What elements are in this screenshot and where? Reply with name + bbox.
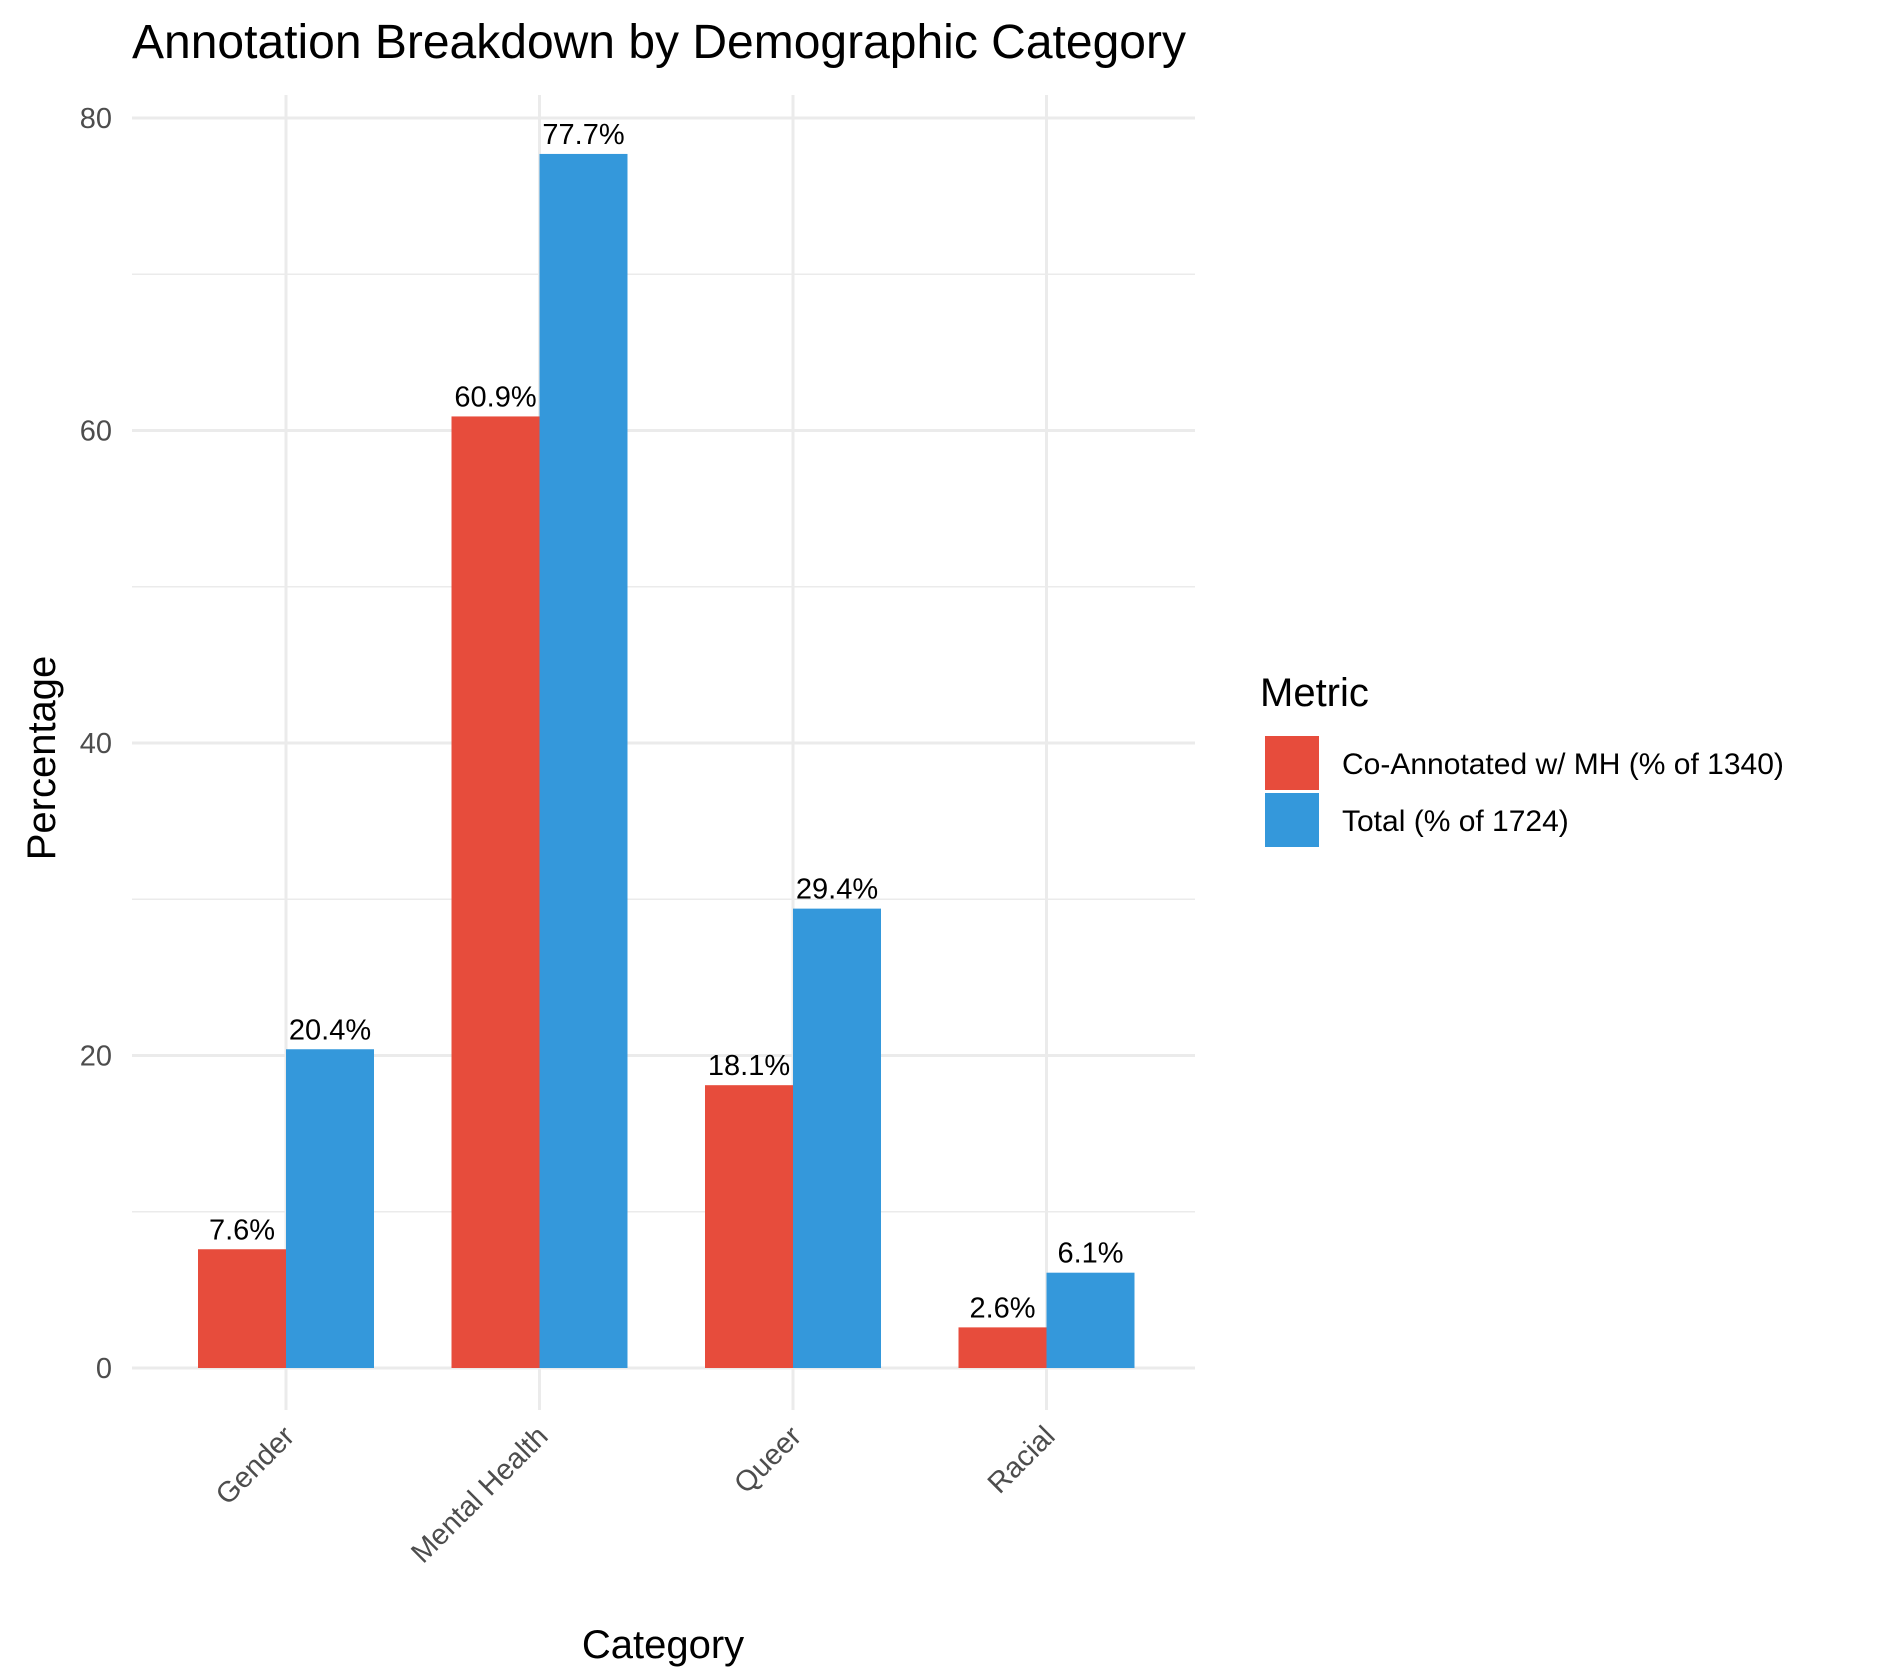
y-tick-label: 0 xyxy=(96,1353,112,1385)
legend-swatch-total-of-1724 xyxy=(1265,793,1319,847)
bar-total-of-1724-racial xyxy=(1046,1272,1135,1368)
data-label: 7.6% xyxy=(209,1214,275,1246)
legend-label: Total (% of 1724) xyxy=(1342,805,1569,838)
bars xyxy=(198,153,1135,1368)
data-label: 2.6% xyxy=(969,1292,1035,1324)
x-tick-label-queer: Queer xyxy=(728,1420,808,1500)
bar-co-annotated-w-mh-of-1340-queer xyxy=(705,1085,793,1368)
data-label: 20.4% xyxy=(289,1014,371,1046)
legend-swatch-co-annotated-w-mh-of-1340 xyxy=(1265,736,1319,790)
legend-items: Co-Annotated w/ MH (% of 1340) Total (% o… xyxy=(1265,736,1784,847)
bar-co-annotated-w-mh-of-1340-racial xyxy=(958,1327,1047,1368)
x-tick-label-racial: Racial xyxy=(982,1420,1062,1500)
chart-title: Annotation Breakdown by Demographic Cate… xyxy=(132,16,1186,69)
y-tick-label: 40 xyxy=(80,728,112,760)
x-tick-label-mental-health: Mental Health xyxy=(405,1420,554,1569)
data-label: 60.9% xyxy=(454,381,536,413)
bar-total-of-1724-gender xyxy=(286,1049,374,1368)
data-labels: 7.6% 60.9% 18.1% 2.6% 20.4% 77.7% 29.4% 6.1% xyxy=(209,119,1124,1324)
bar-total-of-1724-queer xyxy=(793,908,881,1368)
y-axis-ticks: 0 20 40 60 80 xyxy=(80,103,112,1385)
data-label: 29.4% xyxy=(796,874,878,906)
data-label: 77.7% xyxy=(542,119,624,151)
y-tick-label: 80 xyxy=(80,103,112,135)
y-tick-label: 60 xyxy=(80,416,112,448)
x-axis-ticks: Gender Mental Health Queer Racial xyxy=(210,1420,1062,1569)
x-axis-title: Category xyxy=(582,1623,744,1667)
data-label: 6.1% xyxy=(1057,1238,1123,1270)
legend: Metric Co-Annotated w/ MH (% of 1340) Tot… xyxy=(1260,671,1784,847)
x-tick-label-gender: Gender xyxy=(210,1420,301,1511)
y-axis-title: Percentage xyxy=(20,656,64,861)
bar-total-of-1724-mental-health xyxy=(539,153,628,1368)
y-tick-label: 20 xyxy=(80,1041,112,1073)
legend-label: Co-Annotated w/ MH (% of 1340) xyxy=(1342,748,1784,781)
legend-title: Metric xyxy=(1260,671,1369,715)
bar-co-annotated-w-mh-of-1340-gender xyxy=(198,1249,286,1368)
data-label: 18.1% xyxy=(708,1050,790,1082)
bar-co-annotated-w-mh-of-1340-mental-health xyxy=(451,416,540,1368)
